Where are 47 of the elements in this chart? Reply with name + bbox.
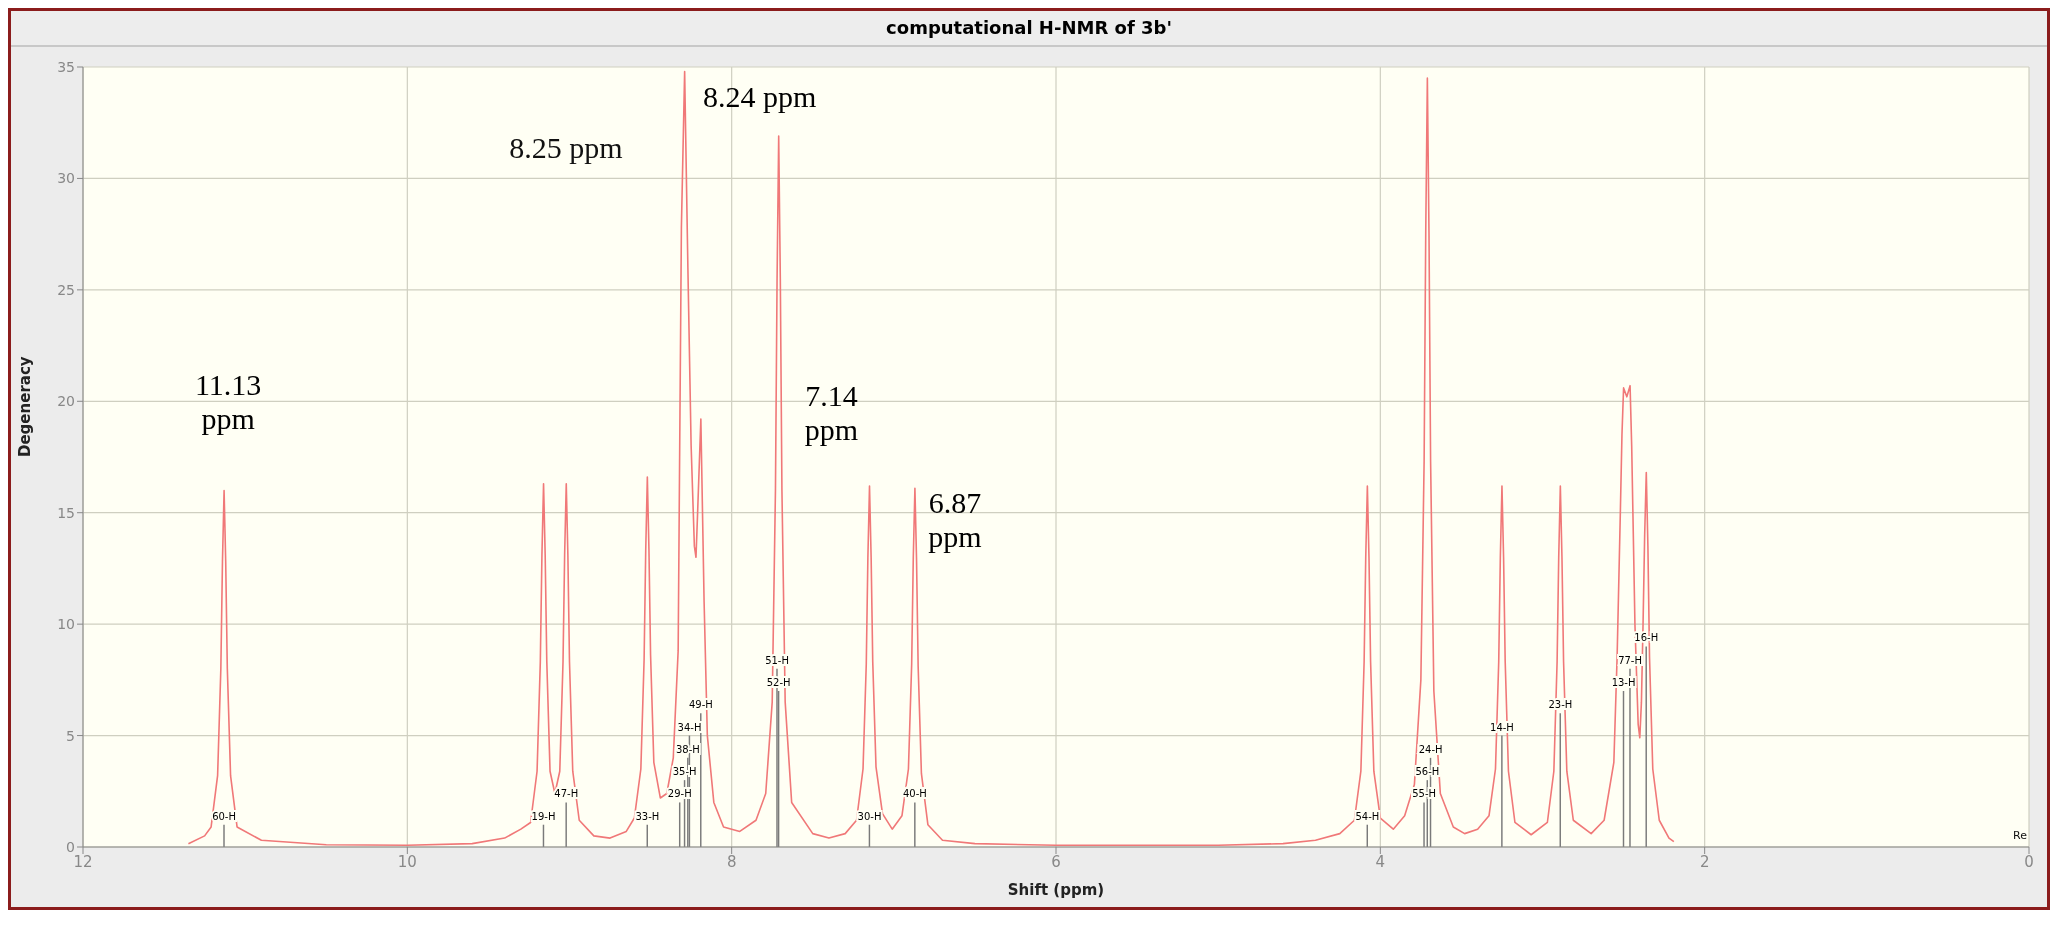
x-tick-label: 2 <box>1699 852 1710 871</box>
line-series <box>187 70 1675 847</box>
annotation: 52-H <box>766 677 791 688</box>
annotation: 29-H <box>667 788 692 800</box>
y-tick-label: 5 <box>66 727 75 744</box>
annotation: 23-H <box>1548 699 1573 711</box>
annotation: 14-H <box>1490 721 1514 733</box>
annotation: 49-H <box>688 699 713 711</box>
annotation: 8.25 ppm <box>509 131 623 164</box>
annotation: 55-H <box>1412 788 1437 800</box>
annotation: 35-H <box>672 766 697 778</box>
annotation: 40-H <box>902 788 927 800</box>
annotation: 16-H <box>1634 632 1659 644</box>
annotation: 11.13 ppm <box>194 368 262 436</box>
annotation: 8.24 ppm <box>702 80 817 114</box>
chart-title: computational H-NMR of 3b' <box>11 11 2047 47</box>
x-tick-label: 4 <box>1375 852 1386 871</box>
annotation: 38-H <box>675 743 700 755</box>
x-tick-label: 6 <box>1051 852 1061 871</box>
annotation: 19-H <box>531 810 556 822</box>
annotation: 30-H <box>857 810 882 822</box>
y-axis-title: Degeneracy <box>16 356 35 457</box>
annotation: 34-H <box>677 721 702 733</box>
x-tick-label: 10 <box>397 852 417 871</box>
x-tick-label: 0 <box>2024 852 2034 871</box>
annotation: 24-H <box>1418 743 1443 755</box>
x-tick-label: 12 <box>73 852 93 871</box>
annotation: 54-H <box>1355 810 1380 822</box>
annotation: 13-H <box>1611 677 1636 688</box>
y-tick-label: 35 <box>57 58 75 75</box>
annotation: 47-H <box>554 788 579 800</box>
y-tick-label: 10 <box>57 616 75 633</box>
annotation: Re <box>2013 829 2028 842</box>
y-tick-label: 15 <box>57 504 75 521</box>
x-tick-label: 8 <box>726 852 737 871</box>
annotation: 56-H <box>1415 766 1440 778</box>
annotation: 51-H <box>765 654 789 666</box>
annotation: 33-H <box>635 810 660 822</box>
annotation: 6.87 ppm <box>928 486 982 554</box>
annotation: 7.14 ppm <box>804 378 859 446</box>
annotation: 60-H <box>212 810 237 822</box>
annotation: 77-H <box>1618 654 1642 666</box>
y-tick-label: 0 <box>66 838 75 855</box>
x-axis-title: Shift (ppm) <box>1007 881 1105 899</box>
y-tick-label: 20 <box>57 393 75 410</box>
y-tick-label: 25 <box>57 281 75 298</box>
y-tick-label: 30 <box>57 170 75 187</box>
